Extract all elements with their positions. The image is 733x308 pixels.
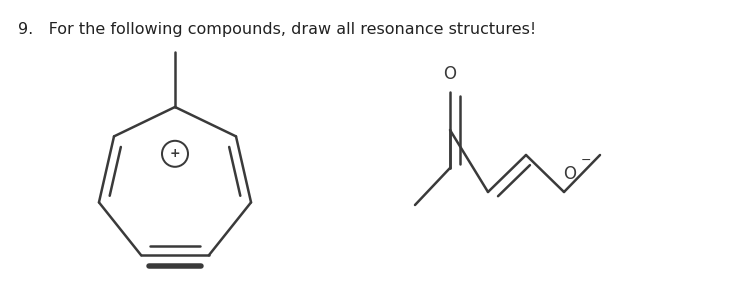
- Text: 9.   For the following compounds, draw all resonance structures!: 9. For the following compounds, draw all…: [18, 22, 536, 37]
- Text: O: O: [564, 165, 576, 183]
- Text: O: O: [443, 65, 457, 83]
- Text: −: −: [581, 153, 592, 167]
- Text: +: +: [169, 147, 180, 160]
